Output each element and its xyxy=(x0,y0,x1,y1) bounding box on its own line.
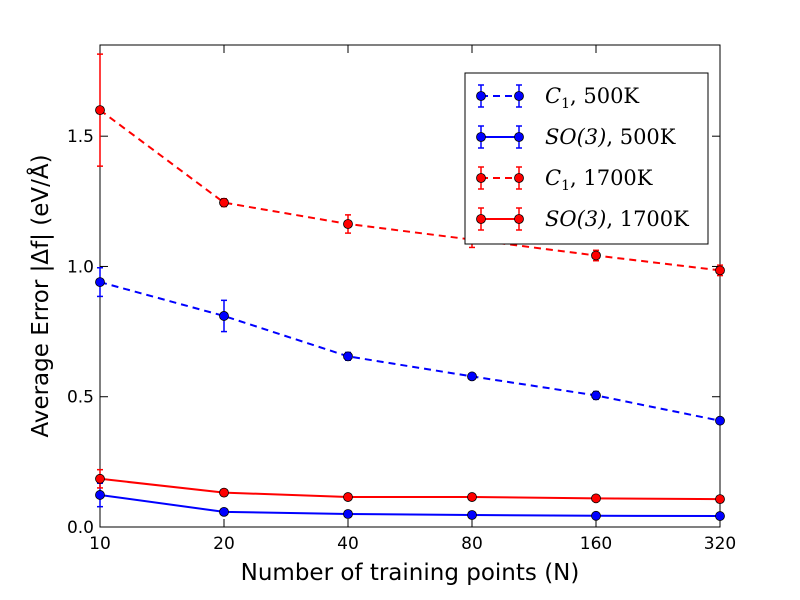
x-tick-label: 40 xyxy=(337,534,359,554)
data-point xyxy=(715,415,725,426)
data-point xyxy=(95,473,105,484)
data-point xyxy=(343,219,353,229)
data-point xyxy=(591,250,601,261)
legend-marker xyxy=(514,214,524,224)
y-tick-label: 1.5 xyxy=(67,127,94,147)
y-tick-label: 0.0 xyxy=(67,518,94,538)
series-1 xyxy=(95,267,725,426)
data-point xyxy=(591,493,601,504)
series-line xyxy=(99,281,721,422)
data-point xyxy=(343,351,353,362)
y-tick-label: 1.0 xyxy=(67,257,94,277)
x-axis-label: Number of training points (N) xyxy=(241,560,580,586)
legend-entry-4: SO(3), 1700K xyxy=(476,207,689,231)
data-point xyxy=(467,510,477,520)
x-tick-label: 10 xyxy=(89,534,111,554)
y-axis-label: Average Error |Δf| (eV/Å) xyxy=(26,154,54,437)
series-4 xyxy=(95,468,725,505)
legend-marker xyxy=(476,214,486,224)
x-tick-label: 160 xyxy=(580,534,612,554)
data-point xyxy=(219,487,229,498)
legend-marker xyxy=(476,91,486,101)
axis-ticks xyxy=(99,45,721,528)
data-point xyxy=(591,510,601,521)
data-point xyxy=(219,506,229,517)
data-point xyxy=(467,492,477,502)
series-2 xyxy=(95,482,725,521)
y-tick-label: 0.5 xyxy=(67,388,94,408)
data-point xyxy=(343,509,353,519)
data-point xyxy=(219,311,229,321)
data-point xyxy=(591,390,601,401)
legend-entry-2: SO(3), 500K xyxy=(476,125,676,149)
data-point xyxy=(715,511,725,521)
data-point xyxy=(95,490,105,500)
data-point xyxy=(95,105,105,116)
legend-label: C1, 500K xyxy=(545,84,639,112)
legend-entry-3: C1, 1700K xyxy=(476,166,653,194)
data-point xyxy=(715,494,725,505)
legend-label: SO(3), 1700K xyxy=(545,207,689,231)
data-point xyxy=(715,265,725,276)
legend-marker xyxy=(514,132,524,142)
legend-label: C1, 1700K xyxy=(545,166,653,194)
data-point xyxy=(343,492,353,502)
legend-entry-1: C1, 500K xyxy=(476,84,639,112)
data-point xyxy=(219,197,229,208)
legend: C1, 500K SO(3), 500K C1, 1700K SO(3), 1700K xyxy=(464,72,709,245)
legend-marker xyxy=(514,173,524,183)
legend-marker xyxy=(476,132,486,142)
legend-box xyxy=(464,72,709,245)
series-line xyxy=(99,477,721,501)
legend-marker xyxy=(476,173,486,183)
legend-label: SO(3), 500K xyxy=(545,125,676,149)
x-tick-label: 20 xyxy=(213,534,235,554)
legend-marker xyxy=(514,91,524,101)
tick-labels: 10 20 40 80 160 320 0.0 0.5 1.0 1.5 xyxy=(67,127,736,554)
data-point xyxy=(467,371,477,382)
data-point xyxy=(95,277,105,287)
series-line xyxy=(99,493,721,518)
x-tick-label: 320 xyxy=(704,534,736,554)
x-tick-label: 80 xyxy=(461,534,483,554)
